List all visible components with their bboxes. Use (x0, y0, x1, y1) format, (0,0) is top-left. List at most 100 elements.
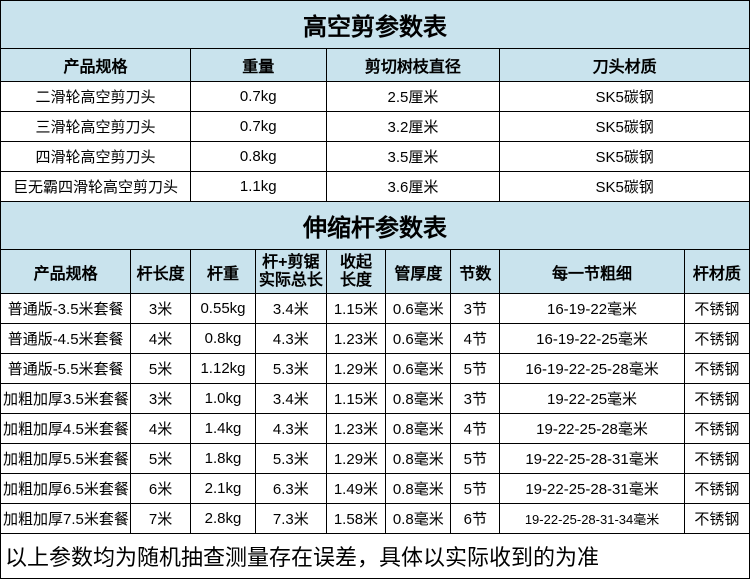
table-cell: 1.23米 (326, 414, 386, 444)
table-cell: 5米 (131, 444, 191, 474)
table-cell: SK5碳钢 (500, 82, 750, 112)
table-cell: 加粗加厚4.5米套餐 (1, 414, 131, 444)
table-cell: 二滑轮高空剪刀头 (1, 82, 191, 112)
table-cell: 四滑轮高空剪刀头 (1, 142, 191, 172)
t2-h5: 管厚度 (386, 250, 451, 294)
table-cell: 3米 (131, 384, 191, 414)
table-cell: 1.12kg (190, 354, 255, 384)
t2-h6: 节数 (451, 250, 500, 294)
t2-h1: 杆长度 (131, 250, 191, 294)
table-cell: 普通版-5.5米套餐 (1, 354, 131, 384)
table-cell: 不锈钢 (684, 354, 749, 384)
table-cell: 2.1kg (190, 474, 255, 504)
t1-h1: 重量 (190, 49, 326, 82)
table-cell: 5米 (131, 354, 191, 384)
table-cell: 5节 (451, 474, 500, 504)
t2-h7: 每一节粗细 (500, 250, 685, 294)
table-cell: 0.8kg (190, 324, 255, 354)
table-cell: 1.29米 (326, 444, 386, 474)
table-cell: 19-22-25-28-31毫米 (500, 444, 685, 474)
t2-h4: 收起长度 (326, 250, 386, 294)
table-row: 加粗加厚7.5米套餐7米2.8kg7.3米1.58米0.8毫米6节19-22-2… (1, 504, 750, 534)
footer-text: 以上参数均为随机抽查测量存在误差，具体以实际收到的为准 (1, 534, 750, 579)
table-cell: 1.8kg (190, 444, 255, 474)
table-cell: 三滑轮高空剪刀头 (1, 112, 191, 142)
t1-h2: 剪切树枝直径 (326, 49, 500, 82)
table-cell: 3.4米 (256, 384, 327, 414)
table-cell: 加粗加厚7.5米套餐 (1, 504, 131, 534)
table-cell: 16-19-22-25-28毫米 (500, 354, 685, 384)
table-cell: 2.8kg (190, 504, 255, 534)
table-cell: 加粗加厚5.5米套餐 (1, 444, 131, 474)
table-cell: 0.8毫米 (386, 384, 451, 414)
table-cell: 加粗加厚3.5米套餐 (1, 384, 131, 414)
table1-title-row: 高空剪参数表 (1, 1, 750, 49)
t1-h3: 刀头材质 (500, 49, 750, 82)
table-cell: 4.3米 (256, 324, 327, 354)
table-cell: 19-22-25-28-31毫米 (500, 474, 685, 504)
table-cell: 不锈钢 (684, 294, 749, 324)
table-cell: 0.7kg (190, 112, 326, 142)
table1-title: 高空剪参数表 (1, 1, 750, 49)
table-cell: 不锈钢 (684, 324, 749, 354)
table1-header-row: 产品规格 重量 剪切树枝直径 刀头材质 (1, 49, 750, 82)
table-cell: 3节 (451, 384, 500, 414)
table-row: 加粗加厚5.5米套餐5米1.8kg5.3米1.29米0.8毫米5节19-22-2… (1, 444, 750, 474)
table-cell: 5节 (451, 444, 500, 474)
table-cell: 6节 (451, 504, 500, 534)
t2-h3: 杆+剪锯实际总长 (256, 250, 327, 294)
table-cell: SK5碳钢 (500, 172, 750, 202)
table-cell: 0.6毫米 (386, 354, 451, 384)
table-cell: 5节 (451, 354, 500, 384)
table-cell: 19-22-25-28毫米 (500, 414, 685, 444)
t2-h2: 杆重 (190, 250, 255, 294)
table-cell: 普通版-4.5米套餐 (1, 324, 131, 354)
table-cell: 4.3米 (256, 414, 327, 444)
table-cell: 7.3米 (256, 504, 327, 534)
table-cell: SK5碳钢 (500, 112, 750, 142)
table-cell: 0.6毫米 (386, 294, 451, 324)
table-cell: 1.15米 (326, 384, 386, 414)
table-cell: 19-22-25毫米 (500, 384, 685, 414)
table-cell: 普通版-3.5米套餐 (1, 294, 131, 324)
table-cell: 不锈钢 (684, 414, 749, 444)
table-cell: 4米 (131, 324, 191, 354)
table-row: 普通版-4.5米套餐4米0.8kg4.3米1.23米0.6毫米4节16-19-2… (1, 324, 750, 354)
table-cell: 1.4kg (190, 414, 255, 444)
table-cell: 19-22-25-28-31-34毫米 (500, 504, 685, 534)
t2-h0: 产品规格 (1, 250, 131, 294)
table-row: 普通版-3.5米套餐3米0.55kg3.4米1.15米0.6毫米3节16-19-… (1, 294, 750, 324)
table2-title: 伸缩杆参数表 (1, 202, 750, 250)
table-cell: 3节 (451, 294, 500, 324)
table-cell: SK5碳钢 (500, 142, 750, 172)
table-cell: 6.3米 (256, 474, 327, 504)
table-cell: 3.4米 (256, 294, 327, 324)
table-cell: 0.8毫米 (386, 474, 451, 504)
table-cell: 1.23米 (326, 324, 386, 354)
table-cell: 0.8kg (190, 142, 326, 172)
table2-title-row: 伸缩杆参数表 (1, 202, 750, 250)
footer-row: 以上参数均为随机抽查测量存在误差，具体以实际收到的为准 (1, 534, 750, 579)
table-cell: 3.6厘米 (326, 172, 500, 202)
table-cell: 0.8毫米 (386, 504, 451, 534)
table-cell: 4节 (451, 414, 500, 444)
table-row: 加粗加厚4.5米套餐4米1.4kg4.3米1.23米0.8毫米4节19-22-2… (1, 414, 750, 444)
table-cell: 0.8毫米 (386, 444, 451, 474)
table-cell: 1.49米 (326, 474, 386, 504)
table-cell: 1.0kg (190, 384, 255, 414)
table-cell: 0.7kg (190, 82, 326, 112)
table-cell: 1.29米 (326, 354, 386, 384)
table-row: 加粗加厚3.5米套餐3米1.0kg3.4米1.15米0.8毫米3节19-22-2… (1, 384, 750, 414)
table-cell: 3.2厘米 (326, 112, 500, 142)
table-cell: 巨无霸四滑轮高空剪刀头 (1, 172, 191, 202)
table-cell: 1.15米 (326, 294, 386, 324)
table-cell: 0.8毫米 (386, 414, 451, 444)
table-cell: 6米 (131, 474, 191, 504)
table-cell: 16-19-22毫米 (500, 294, 685, 324)
table-row: 二滑轮高空剪刀头0.7kg2.5厘米SK5碳钢 (1, 82, 750, 112)
table-cell: 不锈钢 (684, 384, 749, 414)
table-cell: 不锈钢 (684, 504, 749, 534)
table-cell: 不锈钢 (684, 444, 749, 474)
table-row: 三滑轮高空剪刀头0.7kg3.2厘米SK5碳钢 (1, 112, 750, 142)
table-cell: 5.3米 (256, 444, 327, 474)
